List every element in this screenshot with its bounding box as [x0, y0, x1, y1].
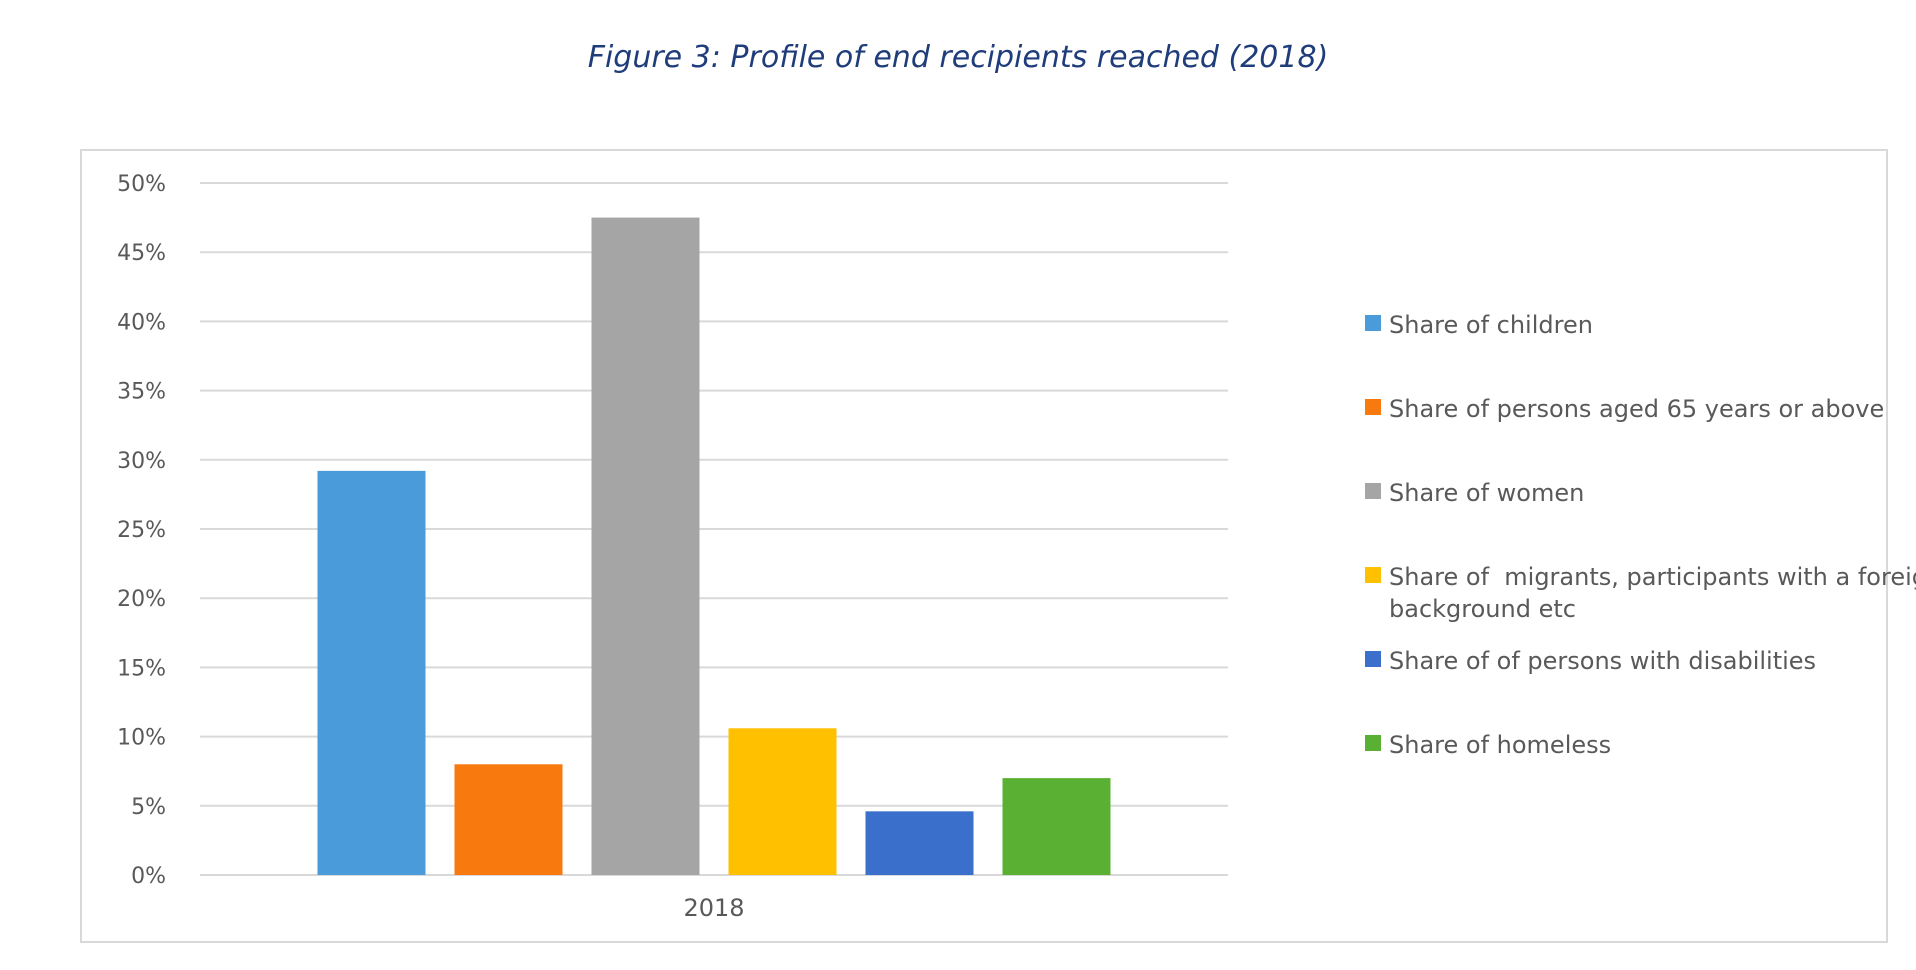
bar-share-of-of-persons-with-disabilities: [865, 811, 974, 875]
legend-item: Share of children: [1365, 309, 1916, 341]
legend-label: Share of of persons with disabilities: [1389, 647, 1817, 675]
figure-title: Figure 3: Profile of end recipients reac…: [587, 40, 1329, 75]
y-tick-label: 15%: [117, 656, 166, 681]
legend-swatch: [1365, 483, 1381, 499]
legend-item: Share of migrants, participants with a f…: [1365, 561, 1916, 625]
y-tick-label: 30%: [117, 449, 166, 474]
legend-label: Share of persons aged 65 years or above: [1389, 395, 1885, 423]
x-tick-label: 2018: [683, 894, 744, 922]
legend-label: Share of women: [1389, 479, 1585, 507]
legend-item: Share of women: [1365, 477, 1916, 509]
bar-share-of-children: [317, 470, 426, 875]
y-tick-label: 25%: [117, 518, 166, 543]
legend-item: Share of persons aged 65 years or above: [1365, 393, 1916, 425]
y-tick-label: 35%: [117, 380, 166, 405]
legend-swatch: [1365, 567, 1381, 583]
legend-swatch: [1365, 315, 1381, 331]
y-tick-label: 10%: [117, 726, 166, 751]
legend-label: Share of homeless: [1389, 731, 1612, 759]
y-tick-label: 20%: [117, 587, 166, 612]
chart-legend: Share of children Share of persons aged 6…: [1365, 151, 1916, 941]
legend-item: Share of homeless: [1365, 729, 1916, 761]
bar-share-of-women: [591, 217, 700, 876]
legend-item: Share of of persons with disabilities: [1365, 645, 1916, 677]
y-tick-label: 40%: [117, 310, 166, 335]
legend-label: Share of migrants, participants with a f…: [1389, 563, 1916, 623]
y-tick-label: 50%: [117, 172, 166, 197]
bar-share-of-persons-aged-65-years-or-above: [454, 764, 563, 875]
y-tick-label: 0%: [131, 864, 166, 889]
y-tick-label: 5%: [131, 795, 166, 820]
legend-swatch: [1365, 735, 1381, 751]
chart-plot: 0% 5% 10% 15% 20% 25% 30% 35% 40% 45% 50% 2018: [117, 172, 1228, 922]
bar-share-of-homeless: [1002, 778, 1111, 875]
chart-frame: 0% 5% 10% 15% 20% 25% 30% 35% 40% 45% 50% 2018 Shar…: [80, 149, 1916, 943]
legend-swatch: [1365, 399, 1381, 415]
legend-label: Share of children: [1389, 311, 1593, 339]
legend-swatch: [1365, 651, 1381, 667]
y-tick-label: 45%: [117, 241, 166, 266]
bar-share-of-migrants-participants-with-a-foreign-background-etc: [728, 728, 837, 875]
